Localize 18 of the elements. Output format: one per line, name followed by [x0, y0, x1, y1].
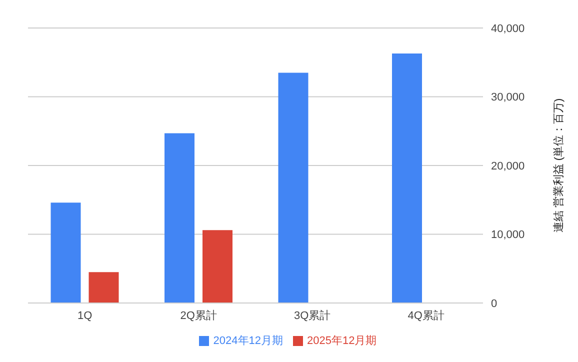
bar — [202, 230, 232, 303]
x-tick-label: 2Q累計 — [180, 308, 217, 322]
legend-label: 2025年12月期 — [307, 335, 377, 347]
bar — [392, 53, 422, 303]
x-tick-label: 4Q累計 — [408, 308, 444, 322]
legend-label: 2024年12月期 — [213, 335, 283, 347]
x-tick-label: 3Q累計 — [294, 308, 331, 322]
y-axis-title: 連結 営業利益 (単位：百万) — [552, 98, 565, 233]
y-tick-label: 40,000 — [491, 22, 525, 35]
x-tick-label: 1Q — [78, 310, 93, 322]
y-tick-label: 20,000 — [491, 160, 525, 172]
y-tick-label: 30,000 — [491, 92, 525, 104]
y-tick-label: 0 — [491, 298, 498, 310]
y-tick-label: 10,000 — [491, 229, 525, 242]
bar — [88, 272, 119, 303]
bar — [50, 202, 81, 303]
bar — [164, 133, 194, 303]
bar — [278, 72, 308, 303]
